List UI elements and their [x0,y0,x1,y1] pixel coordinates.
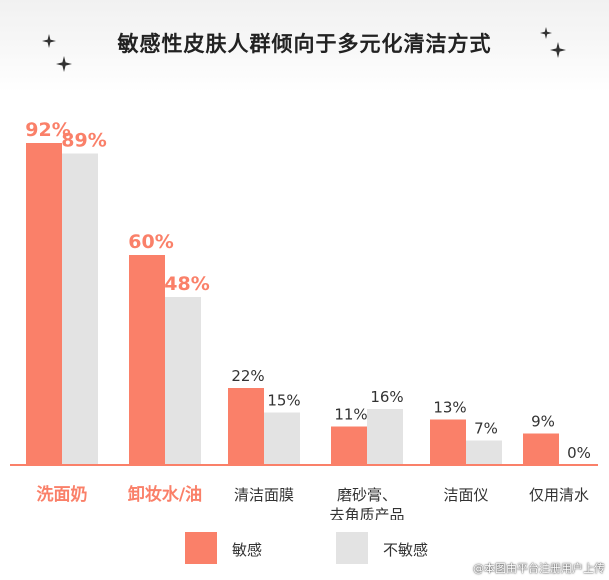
data-label-not-sensitive-0: 89% [61,130,106,152]
legend-label-sensitive: 敏感 [232,541,263,559]
bar-sensitive-5 [523,433,559,465]
category-label-3: 磨砂膏、 [337,486,397,504]
data-label-not-sensitive-3: 16% [370,388,403,406]
category-label-1: 卸妆水/油 [128,484,202,505]
data-label-sensitive-4: 13% [433,399,466,417]
bar-not-sensitive-4 [466,440,502,465]
legend-swatch-sensitive [185,532,217,564]
data-label-sensitive-1: 60% [128,231,173,253]
bar-not-sensitive-0 [62,153,98,465]
bar-chart: 92%89% 洗面奶 60% 48% 卸妆水/油 22%15% 清洁面膜 11%16% 磨砂膏、… [10,119,598,520]
sparkle-icon [540,27,552,39]
legend-label-not-sensitive: 不敏感 [383,541,429,559]
watermark: @本图由平台注册用户上传 [473,562,605,575]
bar-sensitive-1 [129,255,165,465]
bar-sensitive-0 [26,143,62,465]
bar-not-sensitive-1 [165,297,201,465]
data-label-not-sensitive-5: 0% [567,444,591,462]
data-label-sensitive-3: 11% [334,406,367,424]
header-band [0,0,609,92]
category-label-2: 清洁面膜 [234,486,294,504]
bar-not-sensitive-2 [264,412,300,465]
category-label-3: 去角质产品 [329,506,404,520]
bar-sensitive-4 [430,419,466,465]
data-label-not-sensitive-2: 15% [267,392,300,410]
category-label-0: 洗面奶 [37,484,88,505]
data-label-sensitive-2: 22% [231,367,264,385]
bar-sensitive-2 [228,388,264,465]
data-label-sensitive-5: 9% [531,413,555,431]
data-label-sensitive-0: 92% [25,119,70,141]
bar-sensitive-3 [331,426,367,465]
bar-not-sensitive-3 [367,409,403,465]
data-label-not-sensitive-4: 7% [474,420,498,438]
category-label-5: 仅用清水 [529,486,589,504]
legend-swatch-not-sensitive [336,532,368,564]
sparkle-icon [42,34,56,48]
sparkle-icon [550,42,566,58]
category-label-4: 洁面仪 [443,486,488,504]
data-label-not-sensitive-1: 48% [164,273,209,295]
sparkle-icon [56,56,72,72]
chart-title: 敏感性皮肤人群倾向于多元化清洁方式 [117,32,492,56]
